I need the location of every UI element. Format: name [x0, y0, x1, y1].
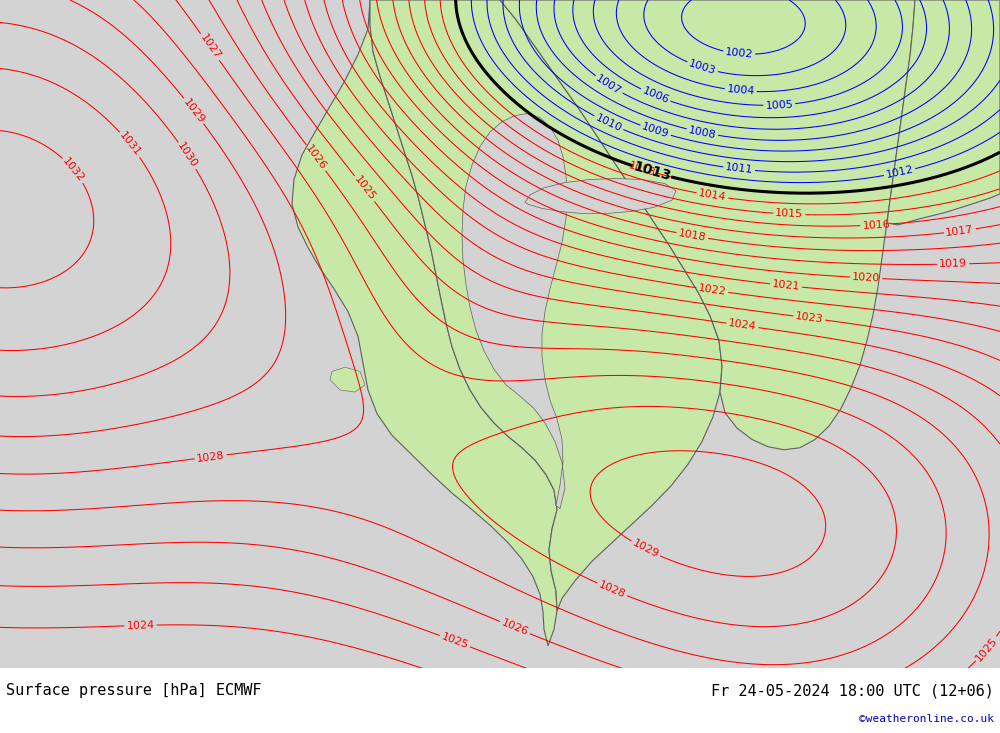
Text: 1022: 1022: [698, 283, 727, 297]
Text: Fr 24-05-2024 18:00 UTC (12+06): Fr 24-05-2024 18:00 UTC (12+06): [711, 683, 994, 698]
Text: 1014: 1014: [698, 188, 727, 203]
Text: 1005: 1005: [765, 99, 793, 111]
Polygon shape: [887, 0, 1000, 225]
Text: 1025: 1025: [440, 632, 470, 651]
Text: 1002: 1002: [725, 48, 754, 60]
Text: 1006: 1006: [641, 86, 670, 106]
Text: 1019: 1019: [939, 259, 967, 269]
Polygon shape: [462, 114, 567, 509]
Text: 1013: 1013: [632, 160, 673, 184]
Text: 1031: 1031: [117, 130, 143, 158]
Text: 1025: 1025: [974, 635, 1000, 663]
Text: 1020: 1020: [852, 272, 881, 284]
Text: 1029: 1029: [181, 97, 206, 125]
Text: 1028: 1028: [597, 579, 627, 600]
Text: 1024: 1024: [728, 318, 757, 332]
Text: 1026: 1026: [500, 618, 530, 638]
Text: ©weatheronline.co.uk: ©weatheronline.co.uk: [859, 714, 994, 724]
Text: 1012: 1012: [885, 164, 914, 180]
Text: 1009: 1009: [641, 122, 670, 140]
Text: 1027: 1027: [198, 32, 222, 62]
Text: 1023: 1023: [795, 312, 824, 325]
Text: 1017: 1017: [945, 224, 974, 237]
Polygon shape: [370, 0, 722, 611]
Text: 1008: 1008: [688, 125, 717, 140]
Text: Surface pressure [hPa] ECMWF: Surface pressure [hPa] ECMWF: [6, 683, 262, 698]
Text: 1015: 1015: [775, 208, 804, 220]
Text: 1007: 1007: [594, 73, 623, 97]
Text: 1011: 1011: [725, 163, 754, 175]
Text: 1026: 1026: [304, 144, 328, 172]
Polygon shape: [525, 178, 676, 213]
Text: 1013: 1013: [627, 160, 657, 178]
Polygon shape: [500, 0, 915, 450]
Text: 1018: 1018: [678, 228, 707, 243]
Text: 1029: 1029: [631, 538, 660, 560]
Polygon shape: [292, 0, 557, 646]
Text: 1028: 1028: [196, 450, 225, 463]
Text: 1032: 1032: [61, 156, 86, 184]
Text: 1010: 1010: [594, 113, 623, 133]
Text: 1021: 1021: [772, 279, 801, 292]
Text: 1030: 1030: [175, 141, 199, 170]
Polygon shape: [330, 367, 365, 392]
Text: 1016: 1016: [862, 219, 891, 231]
Text: 1025: 1025: [352, 174, 377, 203]
Text: 1003: 1003: [687, 59, 717, 76]
Text: 1004: 1004: [726, 84, 755, 97]
Text: 1024: 1024: [126, 620, 155, 631]
